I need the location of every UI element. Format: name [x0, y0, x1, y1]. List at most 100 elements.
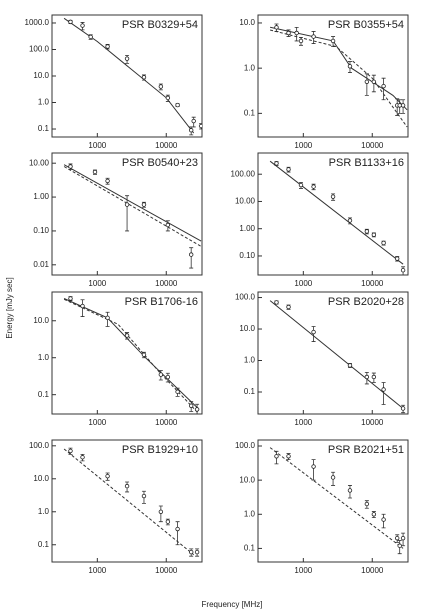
data-point: [286, 167, 291, 172]
x-tick-label: 1000: [294, 279, 312, 288]
data-point: [175, 526, 180, 532]
data-point: [364, 229, 370, 234]
data-point: [158, 509, 164, 514]
y-tick-label: 0.1: [38, 390, 50, 399]
data-point: [294, 30, 299, 36]
data-point: [394, 256, 400, 261]
y-tick-label: 1.0: [244, 63, 256, 72]
plot-area: [63, 17, 202, 136]
data-point: [105, 178, 110, 184]
x-axis-label: Frequency [MHz]: [202, 600, 263, 609]
data-point: [68, 19, 73, 25]
panel-title: PSR B1929+10: [122, 444, 198, 456]
y-tick-label: 0.1: [244, 544, 256, 553]
data-point: [400, 535, 406, 541]
y-tick-label: 100.0: [235, 441, 256, 450]
data-point: [188, 128, 194, 133]
data-point: [311, 464, 316, 469]
panel: 1000 10000 10.00 1.00 0.10 0.01 PSR B0540+23: [29, 152, 203, 288]
data-point: [80, 455, 85, 460]
data-point: [274, 300, 279, 305]
plot-frame: [257, 439, 409, 563]
fit-line: [63, 17, 195, 134]
data-point: [400, 103, 406, 108]
data-point: [381, 240, 386, 246]
data-point: [381, 83, 386, 89]
y-tick-label: 1.0: [38, 98, 50, 107]
data-point: [105, 315, 110, 321]
y-tick-label: 10.0: [239, 475, 255, 484]
data-point: [80, 303, 85, 309]
data-point: [141, 202, 147, 207]
data-point: [188, 252, 194, 257]
data-point: [381, 387, 386, 392]
data-point: [274, 25, 279, 30]
y-tick-label: 10.0: [33, 474, 49, 483]
y-tick-label: 0.1: [244, 387, 256, 396]
x-tick-label: 1000: [294, 418, 312, 427]
data-point: [194, 549, 200, 555]
y-tick-label: 1.0: [38, 507, 50, 516]
x-tick-label: 10000: [361, 279, 384, 288]
data-point: [68, 448, 73, 454]
data-point: [364, 79, 370, 84]
data-point: [124, 56, 130, 61]
data-point: [330, 475, 336, 480]
data-point: [397, 543, 402, 548]
data-point: [158, 372, 164, 377]
data-point: [330, 38, 336, 44]
data-point: [80, 23, 85, 28]
fit-line: [63, 298, 200, 410]
plot-area: [269, 23, 408, 128]
plot-frame: [51, 14, 203, 138]
y-tick-label: 1.0: [244, 356, 256, 365]
data-point: [165, 95, 171, 101]
error-bar: [125, 195, 130, 232]
data-point: [198, 123, 202, 129]
plot-area: [63, 296, 200, 414]
data-point: [165, 222, 171, 228]
fit-line: [269, 29, 408, 128]
data-point: [347, 363, 353, 368]
plot-frame: [51, 439, 203, 563]
panel: 1000 10000 100.0 10.0 1.0 0.1 PSR B2020+28: [235, 291, 409, 427]
data-point: [381, 517, 386, 522]
x-tick-label: 10000: [155, 279, 178, 288]
y-tick-label: 1.00: [239, 224, 255, 233]
data-point: [394, 535, 400, 541]
fit-line: [269, 447, 404, 549]
y-tick-label: 0.01: [33, 260, 49, 269]
data-point: [124, 333, 130, 338]
y-tick-label: 100.0: [29, 45, 50, 54]
plot-frame: [257, 152, 409, 276]
plot-area: [269, 300, 406, 414]
y-tick-label: 10.0: [33, 316, 49, 325]
y-tick-label: 10.0: [33, 71, 49, 80]
panel: 1000 10000 10.0 1.0 0.1 PSR B0355+54: [239, 14, 409, 150]
y-tick-label: 10.0: [239, 18, 255, 27]
panel: 1000 10000 1000.0 100.0 10.0 1.0 0.1 PSR B0329+…: [25, 14, 203, 150]
panel-title: PSR B0355+54: [328, 19, 404, 31]
data-point: [286, 454, 291, 459]
data-point: [364, 501, 370, 507]
data-point: [347, 488, 353, 493]
data-point: [194, 407, 200, 412]
plot-area: [269, 160, 406, 275]
x-tick-label: 1000: [294, 141, 312, 150]
data-point: [274, 161, 279, 166]
data-point: [175, 102, 180, 108]
panel-title: PSR B0329+54: [122, 19, 198, 31]
data-point: [330, 194, 336, 199]
plot-area: [269, 447, 406, 555]
data-point: [400, 268, 406, 273]
data-point: [68, 164, 73, 169]
fit-line: [63, 448, 195, 556]
x-tick-label: 1000: [88, 141, 106, 150]
data-point: [105, 473, 110, 479]
data-point: [371, 374, 377, 380]
plot-frame: [51, 152, 203, 276]
data-point: [286, 304, 291, 310]
y-tick-label: 0.10: [33, 226, 49, 235]
panel-title: PSR B2021+51: [328, 444, 404, 456]
